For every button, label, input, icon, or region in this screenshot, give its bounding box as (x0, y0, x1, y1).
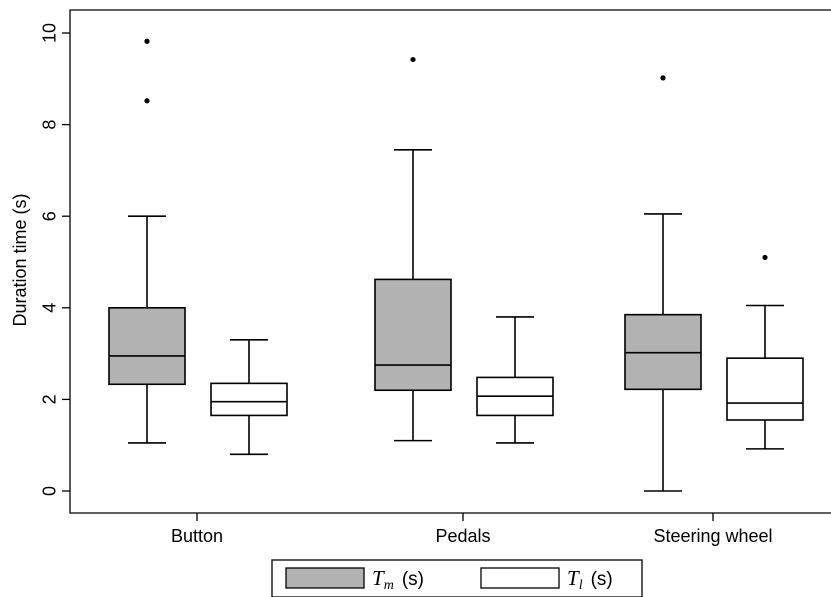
box-iqr (374, 278, 452, 392)
y-tick-label: 0 (39, 486, 59, 496)
box-group (476, 316, 554, 444)
box-group (624, 75, 702, 492)
x-tick-label: Steering wheel (653, 526, 772, 546)
legend-swatch (285, 567, 365, 589)
box-iqr (210, 382, 288, 417)
plot-border (69, 9, 831, 514)
legend-label: Tm (s) (372, 566, 424, 593)
outlier-point (144, 98, 150, 104)
outlier-point (410, 56, 416, 63)
x-axis: Button Pedals Steering wheel (171, 513, 773, 546)
y-tick-label: 6 (39, 211, 59, 221)
box-iqr (726, 357, 804, 421)
legend-label: Tl (s) (567, 566, 613, 593)
box-series (108, 38, 804, 492)
outlier-point (762, 254, 768, 261)
y-tick-label: 10 (39, 23, 59, 43)
y-axis-title: Duration time (s) (10, 193, 30, 326)
box-iqr (108, 306, 186, 386)
legend-swatch (480, 567, 560, 589)
plot-area (69, 9, 831, 514)
y-tick-label: 8 (39, 120, 59, 130)
box-group (210, 339, 288, 456)
y-axis: 0 2 4 6 8 10 (39, 23, 70, 496)
x-tick-label: Pedals (435, 526, 490, 546)
outlier-point (660, 75, 666, 81)
y-tick-label: 2 (39, 394, 59, 404)
box-group (726, 254, 804, 450)
y-tick-label: 4 (39, 303, 59, 313)
legend: Tm (s) Tl (s) (271, 559, 643, 597)
outlier-point (144, 38, 150, 44)
box-group (374, 56, 452, 442)
box-group (108, 38, 186, 444)
x-tick-label: Button (171, 526, 223, 546)
